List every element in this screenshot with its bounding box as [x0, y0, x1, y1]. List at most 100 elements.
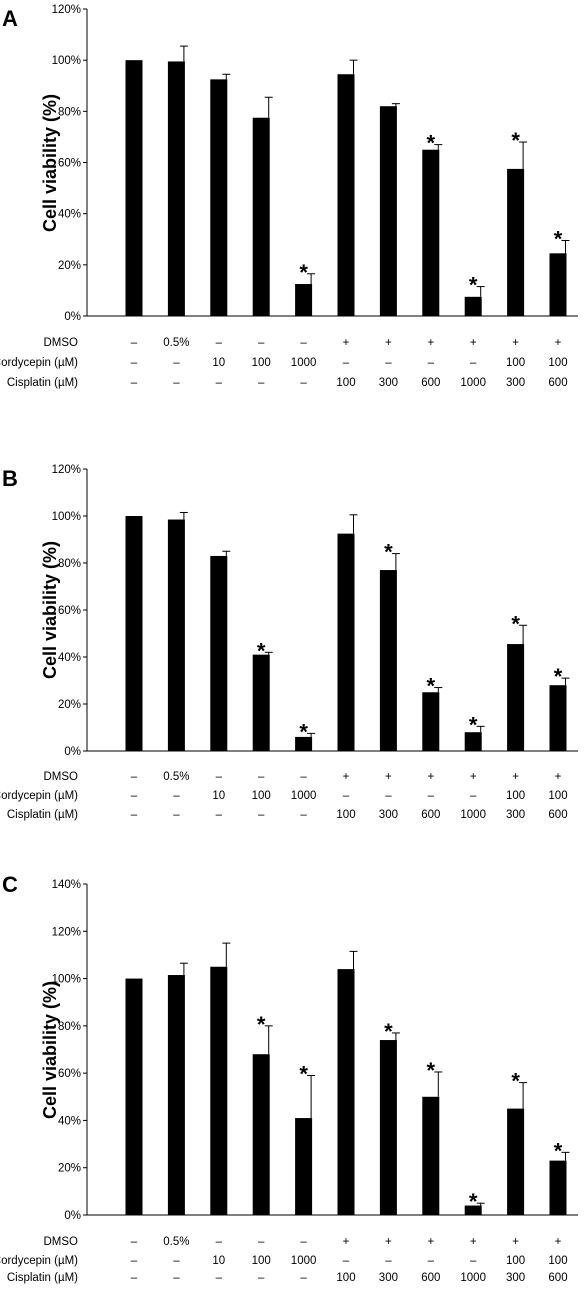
condition-cell: – — [258, 771, 265, 783]
bar — [422, 692, 440, 751]
condition-cell: – — [216, 771, 223, 783]
condition-cell: 100 — [548, 1255, 567, 1267]
bar — [295, 1118, 313, 1215]
condition-cell: + — [427, 337, 434, 349]
condition-cell: 1000 — [291, 1255, 317, 1267]
y-tick-label: 60% — [58, 1068, 81, 1080]
condition-cell: – — [428, 790, 435, 802]
significance-star: * — [427, 674, 436, 699]
condition-cell: – — [131, 1272, 138, 1284]
condition-cell: 100 — [506, 790, 525, 802]
condition-cell: 1000 — [291, 790, 317, 802]
condition-cell: – — [470, 357, 477, 369]
y-tick-label: 80% — [58, 106, 81, 118]
condition-cell: + — [470, 337, 477, 349]
condition-cell: 600 — [421, 1272, 440, 1284]
condition-cell: 100 — [336, 377, 355, 389]
condition-cell: 100 — [336, 809, 355, 821]
condition-cell: 300 — [506, 809, 525, 821]
condition-cell: 300 — [506, 1272, 525, 1284]
bar — [507, 644, 525, 751]
condition-cell: – — [300, 377, 307, 389]
significance-star: * — [511, 128, 520, 153]
bar — [549, 1160, 567, 1215]
bar — [210, 79, 228, 317]
y-tick-label: 120% — [52, 464, 81, 476]
y-tick-label: 20% — [58, 1163, 81, 1175]
condition-cell: 100 — [252, 1255, 271, 1267]
condition-cell: – — [216, 1272, 223, 1284]
bar — [125, 60, 143, 316]
condition-row-label: Cordycepin (µM) — [0, 357, 78, 369]
condition-cell: 10 — [212, 790, 225, 802]
bar — [295, 736, 313, 751]
condition-cell: – — [470, 1255, 477, 1267]
condition-cell: 1000 — [460, 377, 486, 389]
condition-row-label: DMSO — [44, 771, 79, 783]
condition-cell: 600 — [548, 809, 567, 821]
condition-cell: 100 — [336, 1272, 355, 1284]
y-tick-label: 140% — [52, 879, 81, 891]
significance-star: * — [469, 273, 478, 298]
significance-star: * — [299, 719, 308, 744]
y-tick-label: 40% — [58, 652, 81, 664]
y-tick-label: 100% — [52, 511, 81, 523]
condition-cell: 100 — [548, 357, 567, 369]
condition-row-label: Cordycepin (µM) — [0, 1255, 78, 1267]
condition-cell: – — [131, 771, 138, 783]
condition-cell: 0.5% — [163, 1236, 189, 1248]
bar — [379, 1040, 397, 1215]
y-tick-label: 0% — [64, 746, 81, 758]
condition-cell: – — [173, 357, 180, 369]
bar — [252, 654, 270, 751]
bar — [422, 149, 440, 316]
significance-star: * — [299, 260, 308, 285]
condition-cell: – — [131, 809, 138, 821]
panel-label: A — [2, 6, 18, 31]
significance-star: * — [469, 712, 478, 737]
condition-cell: + — [427, 1236, 434, 1248]
condition-cell: – — [173, 790, 180, 802]
condition-cell: 1000 — [291, 357, 317, 369]
condition-cell: 600 — [421, 377, 440, 389]
condition-cell: 300 — [379, 377, 398, 389]
condition-row-label: DMSO — [44, 337, 79, 349]
condition-cell: – — [300, 337, 307, 349]
condition-cell: 100 — [252, 357, 271, 369]
bar — [549, 685, 567, 751]
condition-cell: – — [173, 809, 180, 821]
condition-cell: + — [470, 1236, 477, 1248]
condition-row-label: Cisplatin (µM) — [7, 1272, 78, 1284]
condition-cell: – — [300, 771, 307, 783]
condition-cell: 1000 — [460, 1272, 486, 1284]
significance-star: * — [427, 1058, 436, 1083]
bar — [422, 1096, 440, 1215]
y-axis-label: Cell viability (%) — [40, 981, 60, 1119]
condition-cell: – — [216, 377, 223, 389]
condition-cell: 10 — [212, 357, 225, 369]
y-tick-label: 120% — [52, 4, 81, 16]
bar — [507, 1108, 525, 1215]
condition-row-label: Cisplatin (µM) — [7, 377, 78, 389]
significance-star: * — [554, 1138, 563, 1163]
significance-star: * — [511, 1069, 520, 1094]
condition-cell: 300 — [506, 377, 525, 389]
bar — [379, 570, 397, 751]
bar — [549, 253, 567, 316]
condition-cell: – — [173, 1255, 180, 1267]
condition-cell: – — [131, 377, 138, 389]
condition-cell: 600 — [548, 1272, 567, 1284]
panel-label: B — [2, 466, 18, 491]
condition-cell: – — [343, 790, 350, 802]
condition-cell: 600 — [548, 377, 567, 389]
y-tick-label: 40% — [58, 1115, 81, 1127]
condition-cell: – — [385, 1255, 392, 1267]
condition-cell: 300 — [379, 809, 398, 821]
significance-star: * — [469, 1189, 478, 1214]
condition-cell: – — [385, 357, 392, 369]
condition-cell: + — [555, 337, 562, 349]
condition-cell: 0.5% — [163, 771, 189, 783]
condition-cell: + — [555, 771, 562, 783]
